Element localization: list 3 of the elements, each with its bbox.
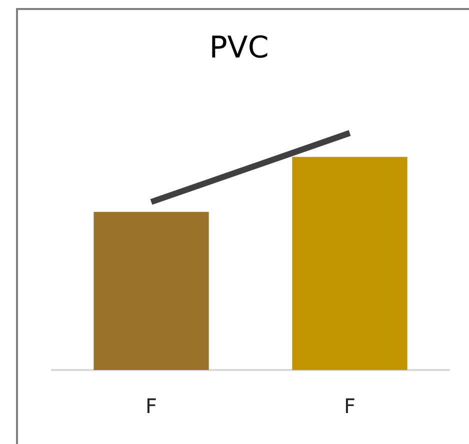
x-tick-label: F: [145, 394, 158, 418]
x-tick-label: F: [344, 394, 356, 418]
chart-title: PVC: [209, 30, 269, 66]
